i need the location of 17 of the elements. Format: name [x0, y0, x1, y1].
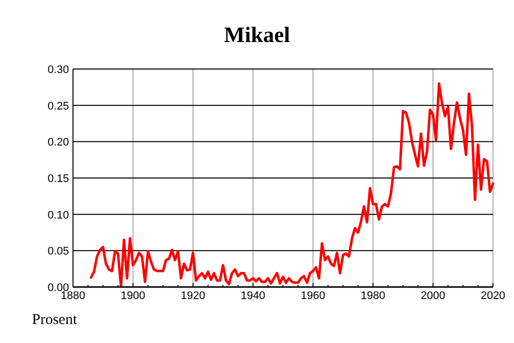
- x-tick-label: 2000: [420, 290, 446, 302]
- y-tick-label: 0.20: [48, 136, 69, 149]
- y-tick-label: 0.15: [48, 173, 69, 185]
- x-tick-label: 2020: [480, 290, 506, 302]
- line-series: [90, 82, 494, 288]
- y-tick-label: 0.30: [48, 64, 69, 76]
- x-tick-label: 1980: [360, 290, 386, 302]
- x-tick-label: 1900: [120, 290, 146, 302]
- y-tick-label: 0.25: [48, 100, 69, 112]
- chart-title: Mikael: [224, 22, 290, 47]
- y-tick-label: 0.05: [48, 246, 69, 258]
- x-tick-label: 1880: [60, 290, 86, 302]
- y-tick-label: 0.10: [48, 209, 69, 222]
- x-tick-label: 1920: [180, 290, 206, 302]
- x-tick-label: 1960: [300, 290, 326, 302]
- x-tick-label: 1940: [240, 290, 266, 302]
- text: Prosent: [32, 312, 78, 328]
